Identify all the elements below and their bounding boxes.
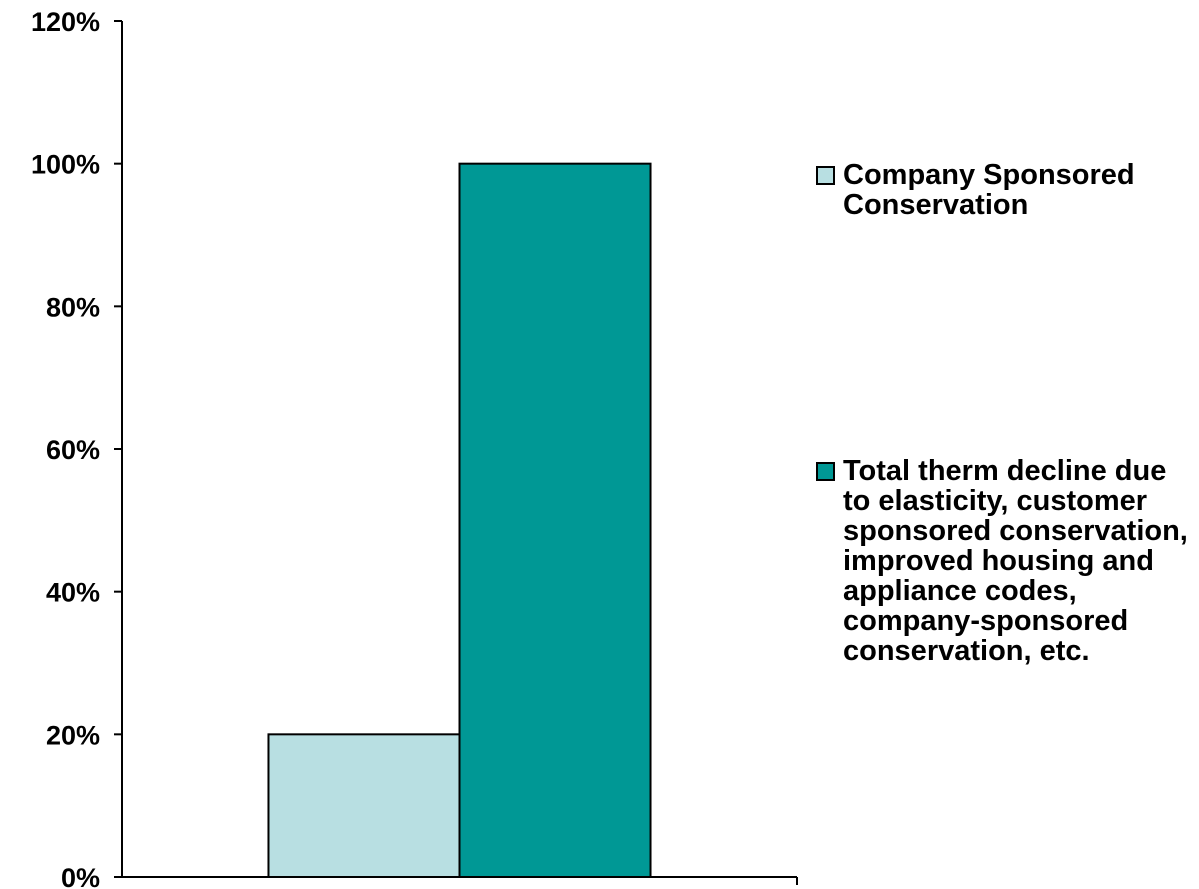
bar-series-1: [267, 733, 461, 878]
legend-label-total-therm-decline: Total therm decline due to elasticity, c…: [843, 455, 1188, 667]
legend-label-company-sponsored: Company Sponsored Conservation: [843, 159, 1135, 221]
y-axis: 0% 20% 40% 60% 80% 100% 120%: [31, 7, 123, 889]
y-tick-label: 120%: [31, 7, 100, 37]
y-tick-label: 0%: [61, 863, 100, 889]
bar-series-2: [458, 162, 652, 878]
y-tick-label: 40%: [46, 578, 100, 608]
legend-swatch-total-therm-decline: [816, 462, 835, 481]
y-tick-label: 100%: [31, 150, 100, 180]
legend-item-total-therm-decline: Total therm decline due to elasticity, c…: [816, 456, 1195, 666]
y-tick-label: 80%: [46, 292, 100, 322]
legend-swatch-company-sponsored: [816, 166, 835, 185]
x-axis: [122, 876, 798, 885]
y-tick-label: 60%: [46, 435, 100, 465]
bars: [267, 162, 652, 878]
y-tick-label: 20%: [46, 720, 100, 750]
legend-item-company-sponsored: Company Sponsored Conservation: [816, 160, 1195, 220]
